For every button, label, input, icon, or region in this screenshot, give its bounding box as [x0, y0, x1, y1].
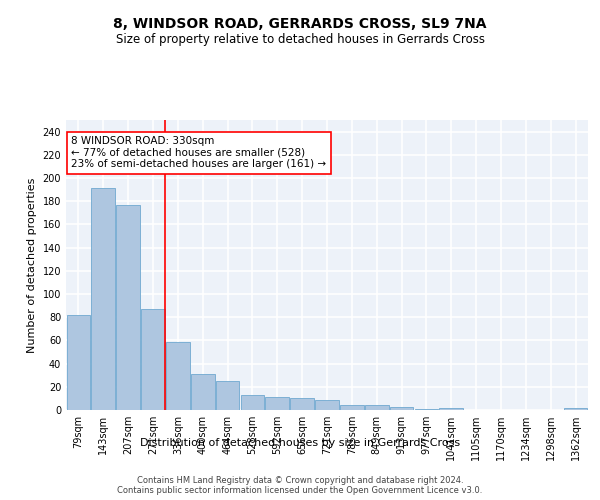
Text: 8, WINDSOR ROAD, GERRARDS CROSS, SL9 7NA: 8, WINDSOR ROAD, GERRARDS CROSS, SL9 7NA [113, 18, 487, 32]
Text: Distribution of detached houses by size in Gerrards Cross: Distribution of detached houses by size … [140, 438, 460, 448]
Bar [191, 374, 215, 410]
Bar [166, 342, 190, 410]
Bar [415, 409, 438, 410]
Bar [241, 395, 264, 410]
Text: Size of property relative to detached houses in Gerrards Cross: Size of property relative to detached ho… [115, 32, 485, 46]
Bar [365, 406, 389, 410]
Bar [390, 406, 413, 410]
Bar [315, 400, 339, 410]
Text: Contains HM Land Registry data © Crown copyright and database right 2024.
Contai: Contains HM Land Registry data © Crown c… [118, 476, 482, 495]
Bar [141, 309, 165, 410]
Text: 8 WINDSOR ROAD: 330sqm
← 77% of detached houses are smaller (528)
23% of semi-de: 8 WINDSOR ROAD: 330sqm ← 77% of detached… [71, 136, 326, 170]
Bar [265, 397, 289, 410]
Bar [216, 381, 239, 410]
Bar [67, 315, 90, 410]
Y-axis label: Number of detached properties: Number of detached properties [27, 178, 37, 352]
Bar [439, 408, 463, 410]
Bar [91, 188, 115, 410]
Bar [564, 408, 587, 410]
Bar [340, 406, 364, 410]
Bar [290, 398, 314, 410]
Bar [116, 204, 140, 410]
